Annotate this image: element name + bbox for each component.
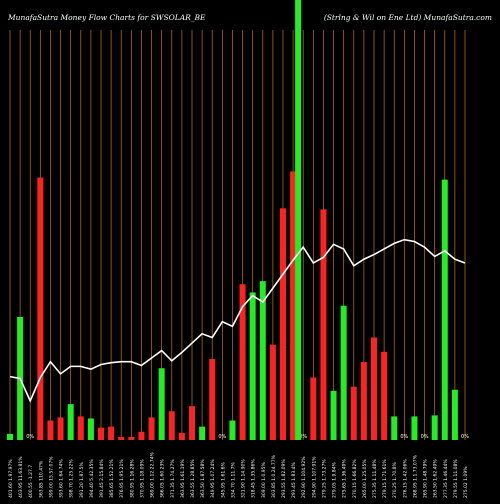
volume-bar bbox=[239, 284, 246, 440]
x-tick-label: 403.95 11.63.81% bbox=[18, 456, 24, 498]
x-tick-label: 276.15 1.42.06% bbox=[402, 459, 408, 498]
x-tick-label: 349.95 1.07.24% bbox=[210, 459, 216, 498]
x-tick-label: 275.02 1.09% bbox=[463, 466, 469, 498]
chart-source: (Strlng & Wil on Ene Ltd) MunafaSutra.co… bbox=[323, 13, 492, 22]
volume-bar bbox=[148, 417, 155, 440]
volume-bar bbox=[371, 337, 377, 440]
volume-bar bbox=[259, 281, 266, 440]
volume-bar bbox=[269, 344, 276, 440]
x-tick-label: 371.35 1.74.27% bbox=[170, 459, 176, 498]
volume-bar bbox=[411, 416, 418, 440]
volume-bar bbox=[280, 208, 286, 440]
volume-bar bbox=[37, 177, 44, 440]
x-tick-label: 363.55 1.28.85% bbox=[190, 459, 196, 498]
x-tick-label: 399.00 15.57.07% bbox=[48, 456, 54, 498]
volume-bar bbox=[310, 377, 317, 440]
volume-bar bbox=[108, 426, 115, 440]
volume-bar bbox=[249, 292, 256, 440]
volume-bar bbox=[47, 420, 54, 440]
volume-bar bbox=[138, 431, 145, 440]
flat-marker: 0% bbox=[421, 434, 429, 440]
volume-bar bbox=[209, 359, 216, 440]
x-tick-label: 376.95 1.95.21% bbox=[119, 459, 125, 498]
volume-bar bbox=[67, 404, 74, 440]
volume-bar bbox=[57, 417, 64, 440]
x-tick-label: 400.55 -1.27.7 bbox=[28, 465, 34, 498]
volume-bar bbox=[391, 416, 398, 440]
volume-bar bbox=[441, 179, 448, 440]
x-tick-label: 292.90 1.104.92% bbox=[301, 456, 307, 498]
volume-bar bbox=[189, 406, 195, 440]
x-tick-label: 318.45 1.35.86% bbox=[251, 459, 257, 498]
x-tick-label: 334.70 1.11.7% bbox=[230, 462, 236, 498]
volume-bar bbox=[87, 418, 94, 440]
x-tick-label: 363.85 110.47% bbox=[38, 460, 44, 498]
price-line bbox=[9, 238, 466, 403]
x-tick-label: 279.55 1.11.08% bbox=[453, 459, 459, 498]
volume-bar bbox=[431, 415, 438, 440]
x-tick-label: 370.95 1.18.09% bbox=[139, 459, 145, 498]
x-tick-label: 263.50 1.62.49% bbox=[433, 459, 439, 498]
x-tick-label: 293.45 1.83.4% bbox=[291, 462, 297, 498]
x-tick-label: 275.65 1.36.49% bbox=[342, 459, 348, 498]
volume-bar bbox=[340, 305, 347, 440]
x-tick-label: 385.65 1.52.21% bbox=[109, 459, 115, 498]
x-tick-label: 321.90 1.14.90% bbox=[241, 459, 247, 498]
x-tick-label: 398.70 1.25.22% bbox=[69, 459, 75, 498]
volume-bar bbox=[178, 432, 185, 440]
x-tick-label: 363.95 1.61.19% bbox=[180, 459, 186, 498]
x-tick-label: 303.85 1.0.24.77% bbox=[271, 454, 277, 498]
flat-marker: 0% bbox=[299, 434, 307, 440]
x-tick-label: 394.40 5.42.35% bbox=[89, 459, 95, 498]
x-tick-label: 401.60 1.97.97% bbox=[8, 459, 14, 498]
volume-bar bbox=[77, 416, 84, 440]
volume-bar bbox=[320, 209, 327, 440]
volume-bar bbox=[98, 427, 104, 440]
x-tick-label: 363.50 1.87.58% bbox=[200, 459, 206, 498]
volume-bar bbox=[381, 351, 388, 440]
x-tick-label: 294.90 1.107.91% bbox=[311, 456, 317, 498]
volume-bar bbox=[350, 386, 357, 440]
chart-title: MunafaSutra Money Flow Charts for SWSOLA… bbox=[8, 13, 206, 22]
volume-bar bbox=[451, 389, 458, 440]
x-tick-label: 369.00 1.12.22.74% bbox=[150, 451, 156, 498]
x-tick-label: 268.95 1.1.73.07% bbox=[412, 454, 418, 498]
volume-bar bbox=[330, 390, 337, 440]
flat-marker: 0% bbox=[218, 434, 226, 440]
x-tick-label: 270.25 1.70.8% bbox=[392, 462, 398, 498]
x-tick-label: 393.60 1.64.74% bbox=[59, 459, 65, 498]
volume-bar bbox=[158, 368, 165, 440]
volume-bar bbox=[199, 426, 206, 440]
x-tick-label: 279.25 1.73.27% bbox=[321, 459, 327, 498]
x-tick-label: 270.15 1.66.82% bbox=[352, 459, 358, 498]
flat-marker: 0% bbox=[461, 434, 469, 440]
volume-bar bbox=[7, 433, 13, 440]
volume-bar bbox=[128, 436, 135, 440]
x-tick-label: 345.95 1.61.6% bbox=[220, 462, 226, 498]
x-tick-label: 309.00 1.0.95% bbox=[261, 462, 267, 498]
volume-bar bbox=[290, 171, 297, 440]
x-tick-label: 293.55 1.82.09% bbox=[281, 459, 287, 498]
x-tick-label: 279.05 1.9.84% bbox=[332, 462, 338, 498]
x-tick-label: 391.20 1.87.5% bbox=[79, 462, 85, 498]
volume-bar bbox=[229, 420, 236, 440]
x-tick-label: 265.90 1.48.79% bbox=[423, 459, 429, 498]
volume-bar bbox=[118, 436, 125, 440]
volume-bar bbox=[168, 411, 175, 440]
x-tick-label: 391.45 2.15.84% bbox=[99, 459, 105, 498]
flat-marker: 0% bbox=[26, 434, 34, 440]
flat-marker: 0% bbox=[400, 434, 408, 440]
x-tick-label: 380.95 1.16.28% bbox=[129, 459, 135, 498]
x-tick-label: 275.35 1.11.48% bbox=[372, 459, 378, 498]
volume-bar bbox=[360, 362, 367, 440]
x-tick-label: 265.00 1.25.05% bbox=[362, 459, 368, 498]
x-tick-label: 366.05 1.60.23% bbox=[160, 459, 166, 498]
x-tick-label: 277.35 1.46.44% bbox=[443, 459, 449, 498]
x-tick-label: 279.15 1.71.61% bbox=[382, 459, 388, 498]
highlight-bar bbox=[295, 0, 302, 440]
